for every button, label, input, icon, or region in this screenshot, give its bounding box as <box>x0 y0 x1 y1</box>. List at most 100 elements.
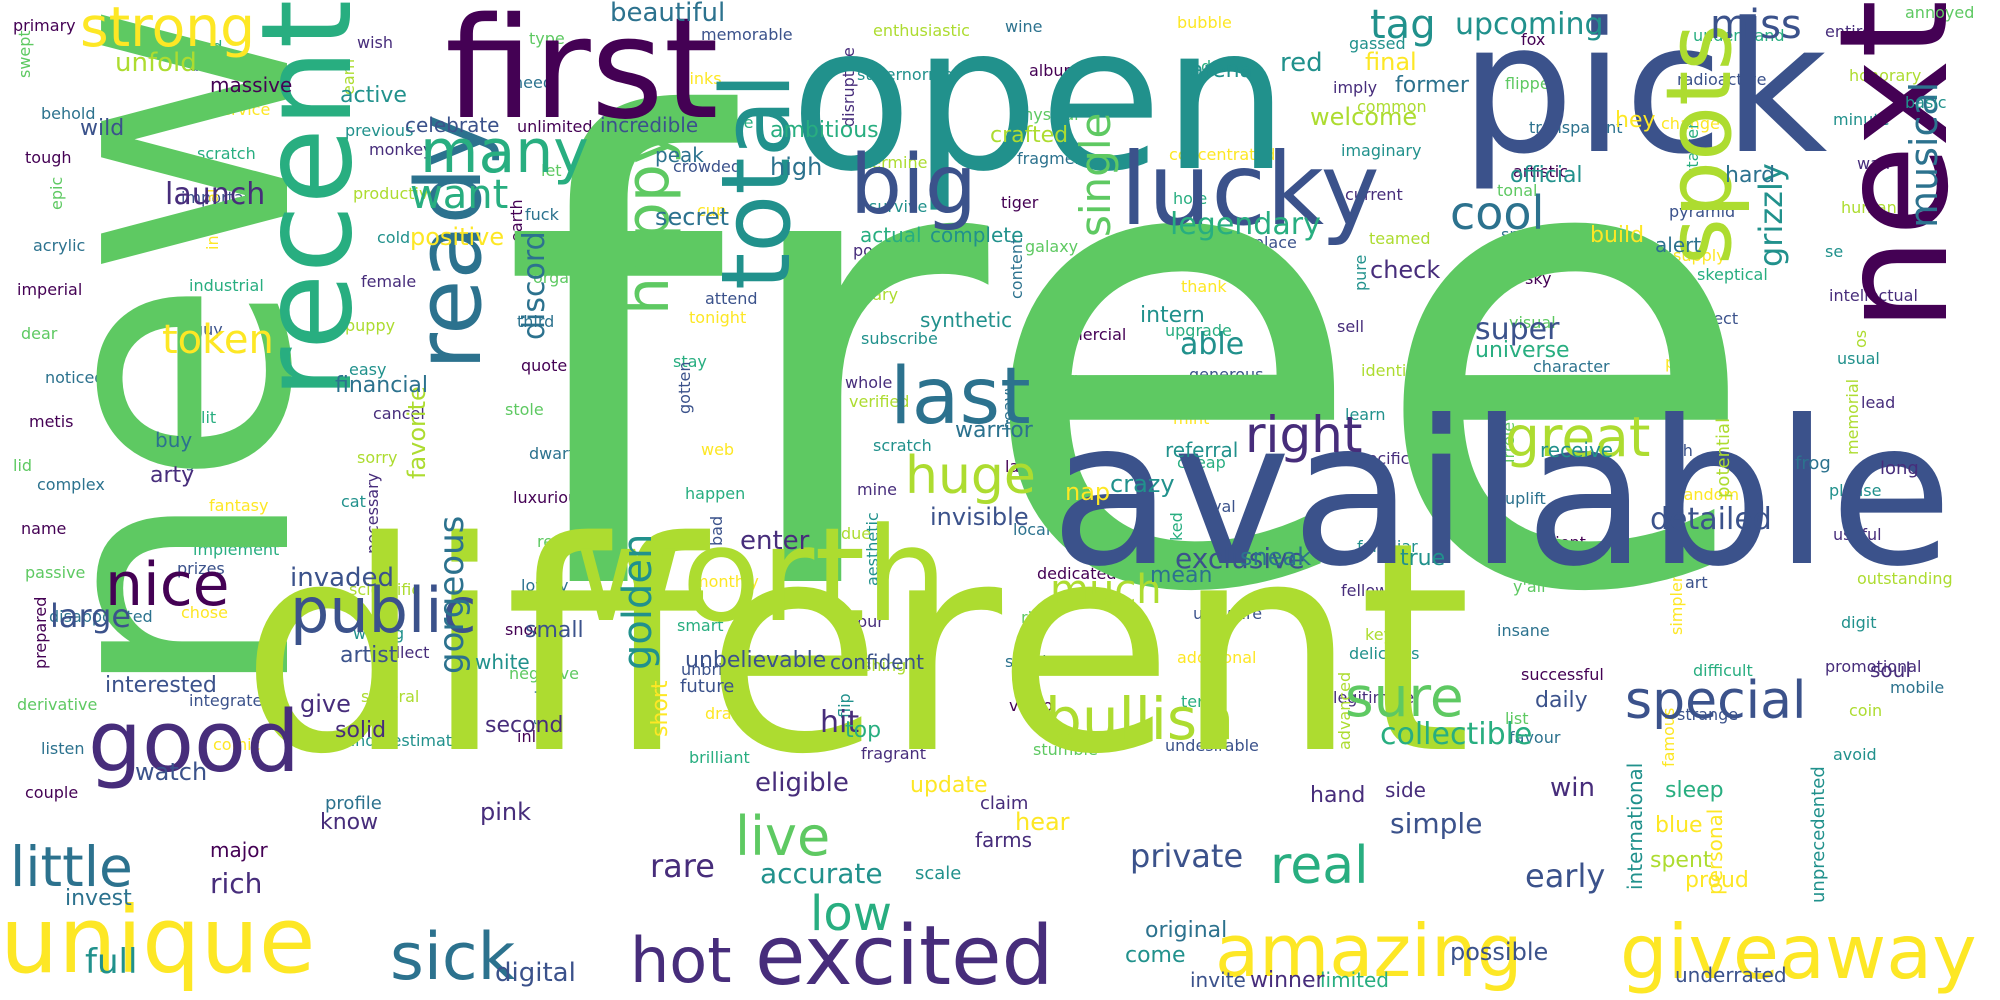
small-word-previous: previous <box>345 121 414 140</box>
small-word-minute: minute <box>1833 110 1890 129</box>
word-discord: discord <box>517 231 552 340</box>
word-invisible: invisible <box>930 503 1029 531</box>
word-top: top <box>845 718 882 743</box>
word-artist: artist <box>340 643 398 668</box>
word-low: low <box>810 886 892 942</box>
small-word-mint: mint <box>1173 409 1210 428</box>
word-total: total <box>702 72 812 290</box>
small-word-tasty: tasty <box>1517 401 1558 420</box>
word-free: free <box>500 0 1762 732</box>
small-word-stole: stole <box>505 400 544 419</box>
word-mobile: mobile <box>1890 678 1945 697</box>
small-word-revive: revive <box>537 532 587 551</box>
word-invaded: invaded <box>290 563 395 593</box>
word-sure: sure <box>1345 665 1464 729</box>
small-word-art: art <box>1685 573 1708 592</box>
word-bullish: bullish <box>1045 685 1234 753</box>
word-able: able <box>1180 327 1245 362</box>
word-build: build <box>1590 223 1645 248</box>
word-little: little <box>10 835 133 899</box>
small-word-spotlight: spotlight <box>1501 225 1572 244</box>
small-word-thank: thank <box>1181 277 1227 296</box>
small-word-human: human <box>1841 198 1897 217</box>
small-word-change: change <box>1661 114 1720 133</box>
word-legendary: legendary <box>1170 207 1321 242</box>
small-word-survive: survive <box>869 197 928 216</box>
small-word-successful: successful <box>1521 665 1604 684</box>
word-high: high <box>770 153 823 181</box>
word-blue: blue <box>1655 813 1703 838</box>
small-word-sell: sell <box>1337 317 1365 336</box>
small-word-determine: determine <box>845 153 928 172</box>
word-rare: rare <box>650 847 715 885</box>
small-word-puppy: puppy <box>345 316 396 335</box>
small-word-draw: draw <box>705 704 745 723</box>
small-word-unaware: unaware <box>1193 604 1263 623</box>
small-word-organic: organic <box>533 268 593 287</box>
small-word-key: key <box>1365 625 1394 644</box>
small-word-insane: insane <box>1497 621 1550 640</box>
small-word-rival: rival <box>1201 497 1236 516</box>
word-ambitious: ambitious <box>770 118 879 143</box>
small-word-monkey: monkey <box>369 140 433 159</box>
word-unique: unique <box>0 887 316 994</box>
small-word-gassed: gassed <box>1349 34 1406 53</box>
small-word-dedicated: dedicated <box>1037 564 1117 583</box>
small-word-imaginary: imaginary <box>1341 141 1422 160</box>
word-incredible: incredible <box>600 113 699 137</box>
small-word-usual: usual <box>1837 349 1880 368</box>
small-word-integrated: integrated <box>189 691 273 710</box>
word-golden: golden <box>615 533 661 670</box>
word-hit: hit <box>820 705 860 740</box>
small-word-understand: understand <box>1693 26 1785 45</box>
word-white: white <box>475 650 530 674</box>
word-give: give <box>300 690 351 718</box>
small-word-favour: favour <box>1509 728 1561 747</box>
word-solid: solid <box>335 718 387 743</box>
small-word-underestimate: underestimate <box>345 731 462 750</box>
small-word-scientific: scientific <box>349 580 421 599</box>
word-accurate: accurate <box>760 857 883 890</box>
word-pick: pick <box>1460 0 1828 194</box>
word-invest: invest <box>65 886 132 911</box>
small-word-patient: patient <box>1529 533 1586 552</box>
small-word-honorary: honorary <box>1849 66 1922 85</box>
small-word-female: female <box>361 272 417 291</box>
small-word-happen: happen <box>685 484 746 503</box>
small-word-identical: identical <box>1361 361 1430 380</box>
word-early: early <box>1525 857 1606 895</box>
word-launch: launch <box>165 177 266 212</box>
small-word-luxurious: luxurious <box>513 488 587 507</box>
small-word-difficult: difficult <box>1693 661 1753 680</box>
word-know: know <box>320 810 379 835</box>
small-word-sorry: sorry <box>357 448 398 467</box>
small-word-bearing: bearing <box>1017 369 1079 388</box>
small-word-uplift: uplift <box>1505 489 1546 508</box>
small-word-sour: sour <box>849 612 884 631</box>
small-word-dear: dear <box>21 324 58 343</box>
word-sick: sick <box>390 920 516 995</box>
small-word-derivative: derivative <box>17 695 98 714</box>
word-hot: hot <box>630 924 732 997</box>
word-check: check <box>1370 256 1441 284</box>
small-word-unbridled: unbridled <box>681 660 758 679</box>
small-word-important: important <box>181 188 261 207</box>
small-word-wan: wan <box>1857 154 1891 173</box>
small-word-radioactive: radioactive <box>1677 70 1767 89</box>
small-word-fragment: fragment <box>1017 149 1092 168</box>
small-word-cheap: cheap <box>1177 453 1226 472</box>
small-word-scratch: scratch <box>873 436 932 455</box>
small-word-flipped: flipped <box>1505 74 1560 93</box>
small-word-productive: productive <box>353 184 439 203</box>
word-giveaway: giveaway <box>1620 908 1977 996</box>
word-public: public <box>290 574 477 647</box>
small-word-imperial: imperial <box>17 280 83 299</box>
small-word-name: name <box>21 519 67 538</box>
word-peak: peak <box>655 143 704 167</box>
small-word-peaked: peaked <box>1665 353 1724 372</box>
small-word-legitimate: legitimate <box>1333 688 1415 707</box>
small-word-couple: couple <box>25 783 79 802</box>
small-word-dumb: dumb <box>1201 57 1248 76</box>
word-receive: receive <box>1540 438 1614 462</box>
word-first: first <box>445 0 719 151</box>
